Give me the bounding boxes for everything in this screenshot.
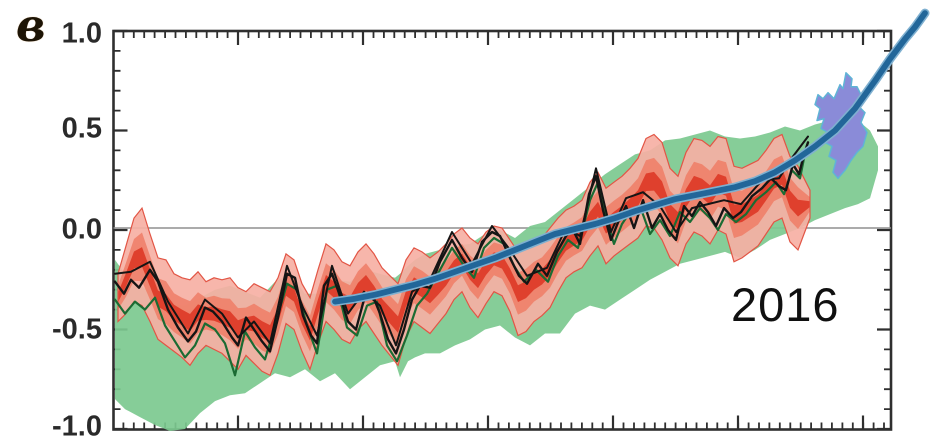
y-tick-label-1.0: 1.0	[61, 17, 102, 50]
y-tick-label-0.5: 0.5	[61, 112, 102, 145]
year-annotation: 2016	[731, 278, 840, 331]
axis-major-ticks	[113, 29, 891, 431]
panel-label: в	[16, 0, 46, 52]
axis-frame	[112, 29, 893, 431]
red-band-edge	[117, 133, 811, 377]
y-tick-label--0.5: -0.5	[52, 313, 102, 346]
y-tick-label-0.0: 0.0	[61, 213, 102, 246]
red-band-core	[118, 167, 810, 342]
trend-line-blue	[332, 10, 928, 305]
observed-line-darkgreen	[113, 147, 808, 377]
y-tick-label--1.0: -1.0	[52, 410, 102, 443]
observed-line-2	[114, 135, 809, 347]
